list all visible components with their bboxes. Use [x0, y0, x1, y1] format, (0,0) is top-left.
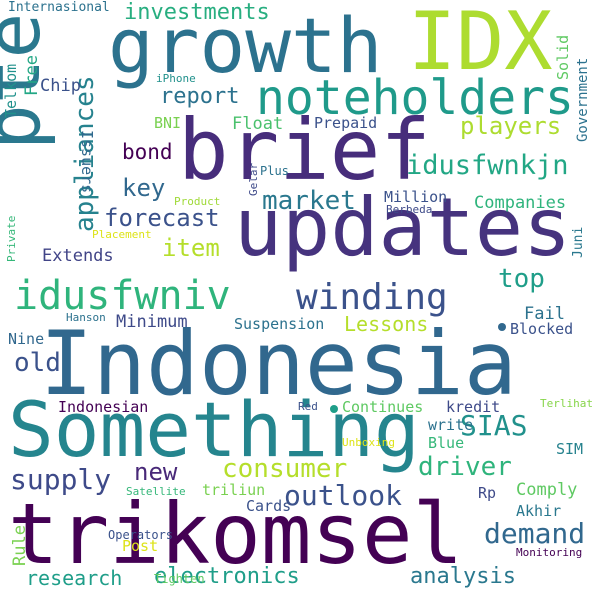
word: report: [160, 84, 240, 109]
word: Lessons: [344, 312, 429, 336]
word: idusfwnkjn: [406, 150, 569, 181]
word: outlook: [284, 479, 403, 512]
word: research: [26, 566, 123, 590]
word: old: [14, 348, 61, 378]
word: Suspension: [234, 315, 325, 333]
word: Float: [232, 114, 284, 134]
word: Blocked: [510, 320, 574, 338]
word: Free: [22, 55, 42, 96]
word: Unboxing: [342, 436, 395, 449]
word: Private: [5, 215, 18, 262]
word: Indonesia: [40, 312, 517, 415]
word: bond: [122, 140, 173, 164]
word: investments: [124, 0, 270, 25]
word: Hanson: [66, 311, 106, 324]
word: key: [122, 174, 166, 202]
dot: [498, 323, 506, 331]
word: SIM: [556, 440, 584, 458]
word: updates: [234, 181, 572, 274]
word: demand: [484, 517, 586, 550]
word: Red: [298, 400, 318, 413]
word: Post: [122, 537, 159, 555]
word: IDX: [408, 0, 553, 88]
word: Extends: [42, 246, 114, 266]
word: idusfwniv: [14, 273, 231, 319]
word: trikomsel: [8, 485, 464, 583]
word: Nine: [8, 330, 45, 348]
word: kredit: [446, 398, 501, 416]
word: triliun: [202, 481, 266, 499]
word: Rp: [478, 484, 497, 502]
word: Placement: [92, 228, 152, 241]
word: Gelar: [247, 162, 260, 196]
word: top: [498, 264, 545, 294]
word: Monitoring: [516, 546, 583, 559]
word: Berbeda: [386, 203, 433, 216]
word: Government: [575, 57, 591, 142]
word: Chip: [40, 76, 81, 96]
word: Terlihat: [540, 397, 593, 410]
word: item: [162, 234, 220, 262]
word: Akhir: [516, 502, 562, 520]
word: brief: [178, 101, 431, 199]
word: forecast: [104, 204, 220, 232]
word: supply: [10, 463, 112, 496]
word: new: [134, 458, 178, 486]
word: Minimum: [116, 312, 188, 332]
word: winding: [296, 277, 448, 318]
word: players: [460, 112, 562, 140]
word: Continues: [342, 398, 424, 416]
word: Million: [384, 188, 448, 206]
word: Issuers: [78, 130, 96, 194]
word: Tighten: [154, 572, 205, 586]
word: iPhone: [156, 72, 196, 85]
word: Operators: [108, 528, 174, 542]
word: Internasional: [8, 0, 110, 15]
word: write: [428, 416, 474, 434]
word: Cards: [246, 497, 292, 515]
word: Plus: [260, 164, 289, 178]
word: electronics: [154, 564, 300, 589]
word: Prepaid: [314, 114, 378, 132]
word: Blue: [428, 434, 465, 452]
word: Fail: [524, 304, 565, 324]
dot: [330, 405, 338, 413]
word: Companies: [474, 193, 567, 213]
word: Telkom: [2, 63, 20, 118]
word: market: [262, 186, 356, 216]
word: Something: [8, 385, 420, 474]
word: consumer: [222, 454, 348, 484]
word: growth: [108, 1, 383, 90]
word: Indonesian: [58, 398, 149, 416]
word: Satellite: [126, 485, 186, 498]
word: Rule: [10, 525, 30, 566]
word: driver: [418, 452, 512, 482]
word: SIAS: [460, 409, 528, 442]
word: Juni: [571, 226, 586, 258]
word: BNI: [154, 114, 182, 132]
word: Comply: [516, 480, 578, 500]
word: analysis: [410, 564, 516, 589]
word: Product: [174, 195, 221, 208]
word: Solid: [554, 34, 572, 80]
word: noteholders: [256, 70, 574, 126]
